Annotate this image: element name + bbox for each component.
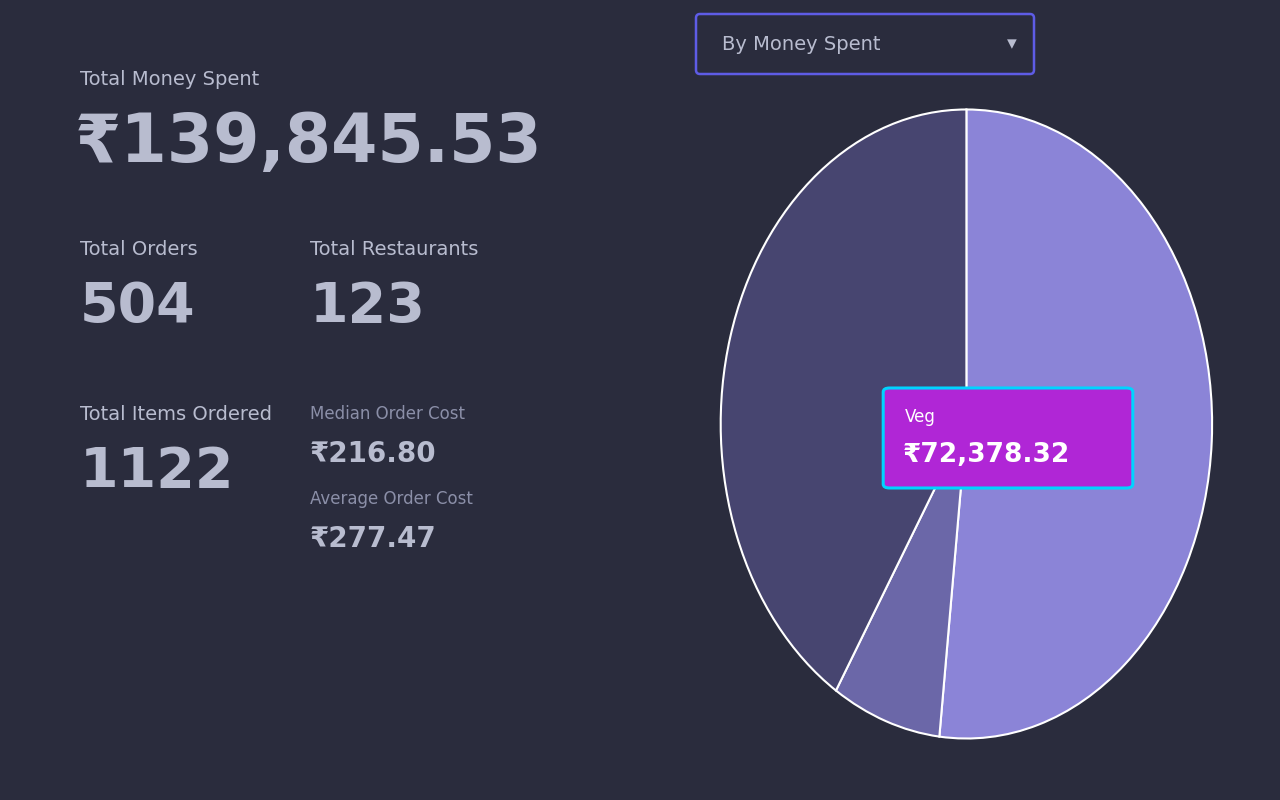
Text: By Money Spent: By Money Spent [722, 34, 881, 54]
Wedge shape [940, 110, 1212, 738]
Text: Average Order Cost: Average Order Cost [310, 490, 472, 508]
Text: ₹72,378.32: ₹72,378.32 [902, 442, 1070, 468]
Text: 1122: 1122 [79, 445, 234, 499]
FancyBboxPatch shape [696, 14, 1034, 74]
Text: ₹277.47: ₹277.47 [310, 525, 436, 553]
Text: 123: 123 [310, 280, 426, 334]
Text: ▾: ▾ [1007, 34, 1016, 54]
Text: Median Order Cost: Median Order Cost [310, 405, 465, 423]
Text: Total Money Spent: Total Money Spent [79, 70, 260, 89]
Wedge shape [836, 424, 966, 737]
Text: ₹139,845.53: ₹139,845.53 [76, 110, 543, 176]
Text: Total Restaurants: Total Restaurants [310, 240, 479, 259]
Wedge shape [721, 110, 966, 690]
Text: 504: 504 [79, 280, 196, 334]
Text: Veg: Veg [905, 408, 936, 426]
Text: ₹216.80: ₹216.80 [310, 440, 436, 468]
Text: Total Items Ordered: Total Items Ordered [79, 405, 273, 424]
Text: Total Orders: Total Orders [79, 240, 197, 259]
